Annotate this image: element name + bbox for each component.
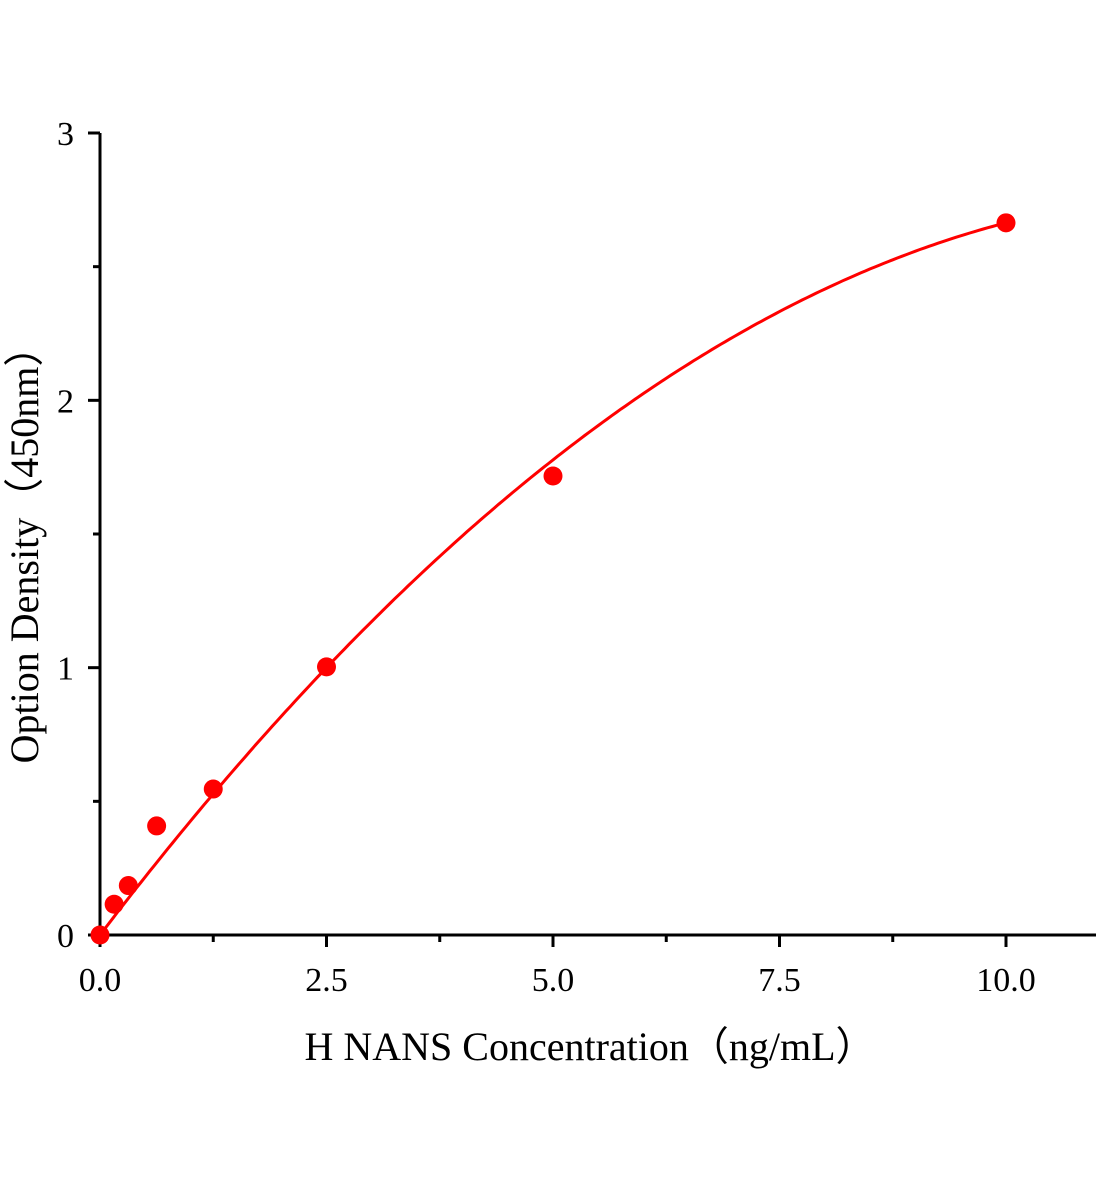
x-axis-label: H NANS Concentration（ng/mL）	[304, 1024, 875, 1069]
x-tick-label: 0.0	[79, 962, 122, 999]
data-point	[104, 894, 124, 914]
x-tick-label: 5.0	[532, 962, 575, 999]
y-tick-label: 2	[57, 383, 74, 420]
y-tick-label: 3	[57, 116, 74, 153]
fit-curve	[98, 221, 1007, 936]
x-tick-label: 7.5	[758, 962, 801, 999]
data-point	[996, 213, 1016, 233]
y-tick-label: 1	[57, 651, 74, 688]
y-axis-label: Option Density（450nm）	[2, 327, 47, 764]
x-tick-label: 2.5	[305, 962, 348, 999]
axes: 0.0 2.5 5.0 7.5 10.0 0 1 2 3	[57, 116, 1096, 999]
data-point	[543, 466, 563, 486]
x-tick-label: 10.0	[976, 962, 1036, 999]
data-point	[203, 779, 223, 799]
data-point	[147, 816, 167, 836]
data-point	[317, 657, 336, 677]
y-tick-label: 0	[57, 918, 74, 955]
data-points	[90, 213, 1016, 945]
data-point	[118, 876, 138, 896]
data-point	[90, 925, 110, 945]
